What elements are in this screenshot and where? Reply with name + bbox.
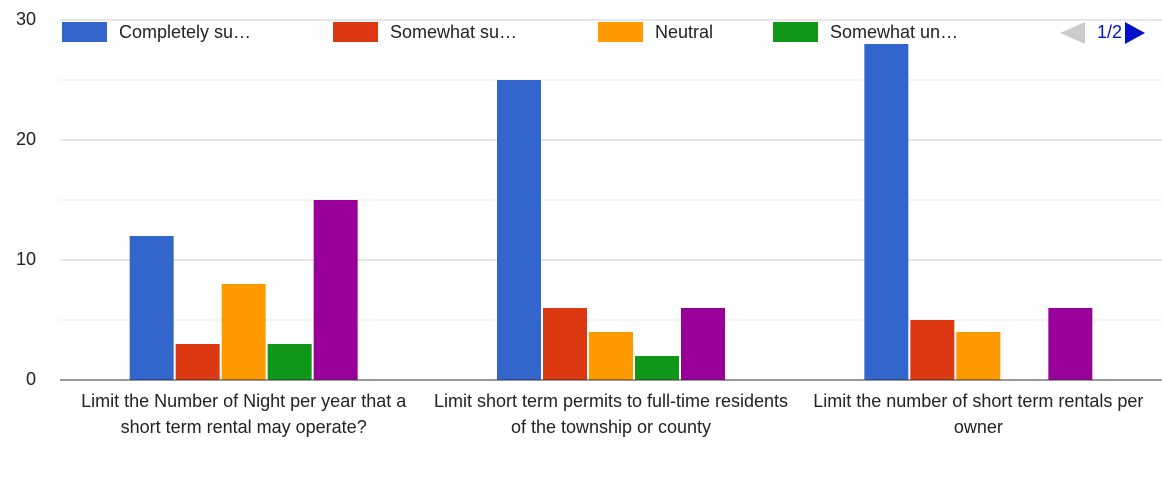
y-tick-label: 0: [26, 369, 36, 389]
bar: [313, 200, 358, 380]
bar: [543, 308, 587, 380]
legend-label: Somewhat un…: [830, 22, 958, 42]
x-tick-label: Limit the Number of Night per year that …: [81, 391, 407, 437]
legend-prev: [1060, 22, 1085, 44]
bar: [267, 344, 312, 380]
y-tick-label: 30: [16, 9, 36, 29]
legend-label: Completely su…: [119, 22, 251, 42]
legend-swatch: [333, 22, 378, 42]
bar: [497, 80, 541, 380]
legend-label: Neutral: [655, 22, 713, 42]
legend-label: Somewhat su…: [390, 22, 517, 42]
bar: [681, 308, 725, 380]
bar: [635, 356, 679, 380]
legend-swatch: [773, 22, 818, 42]
bar: [1048, 308, 1093, 380]
bar: [175, 344, 220, 380]
bar: [910, 320, 955, 380]
y-tick-label: 10: [16, 249, 36, 269]
x-tick-label: Limit the number of short term rentals p…: [813, 391, 1144, 437]
bar: [589, 332, 633, 380]
legend-swatch: [598, 22, 643, 42]
x-tick-label: Limit short term permits to full-time re…: [433, 391, 789, 437]
bar: [221, 284, 266, 380]
legend-swatch: [62, 22, 107, 42]
bar: [129, 236, 174, 380]
bar: [864, 44, 909, 380]
bar: [956, 332, 1001, 380]
y-tick-label: 20: [16, 129, 36, 149]
legend-next[interactable]: [1125, 22, 1145, 44]
legend-page: 1/2: [1097, 22, 1122, 42]
